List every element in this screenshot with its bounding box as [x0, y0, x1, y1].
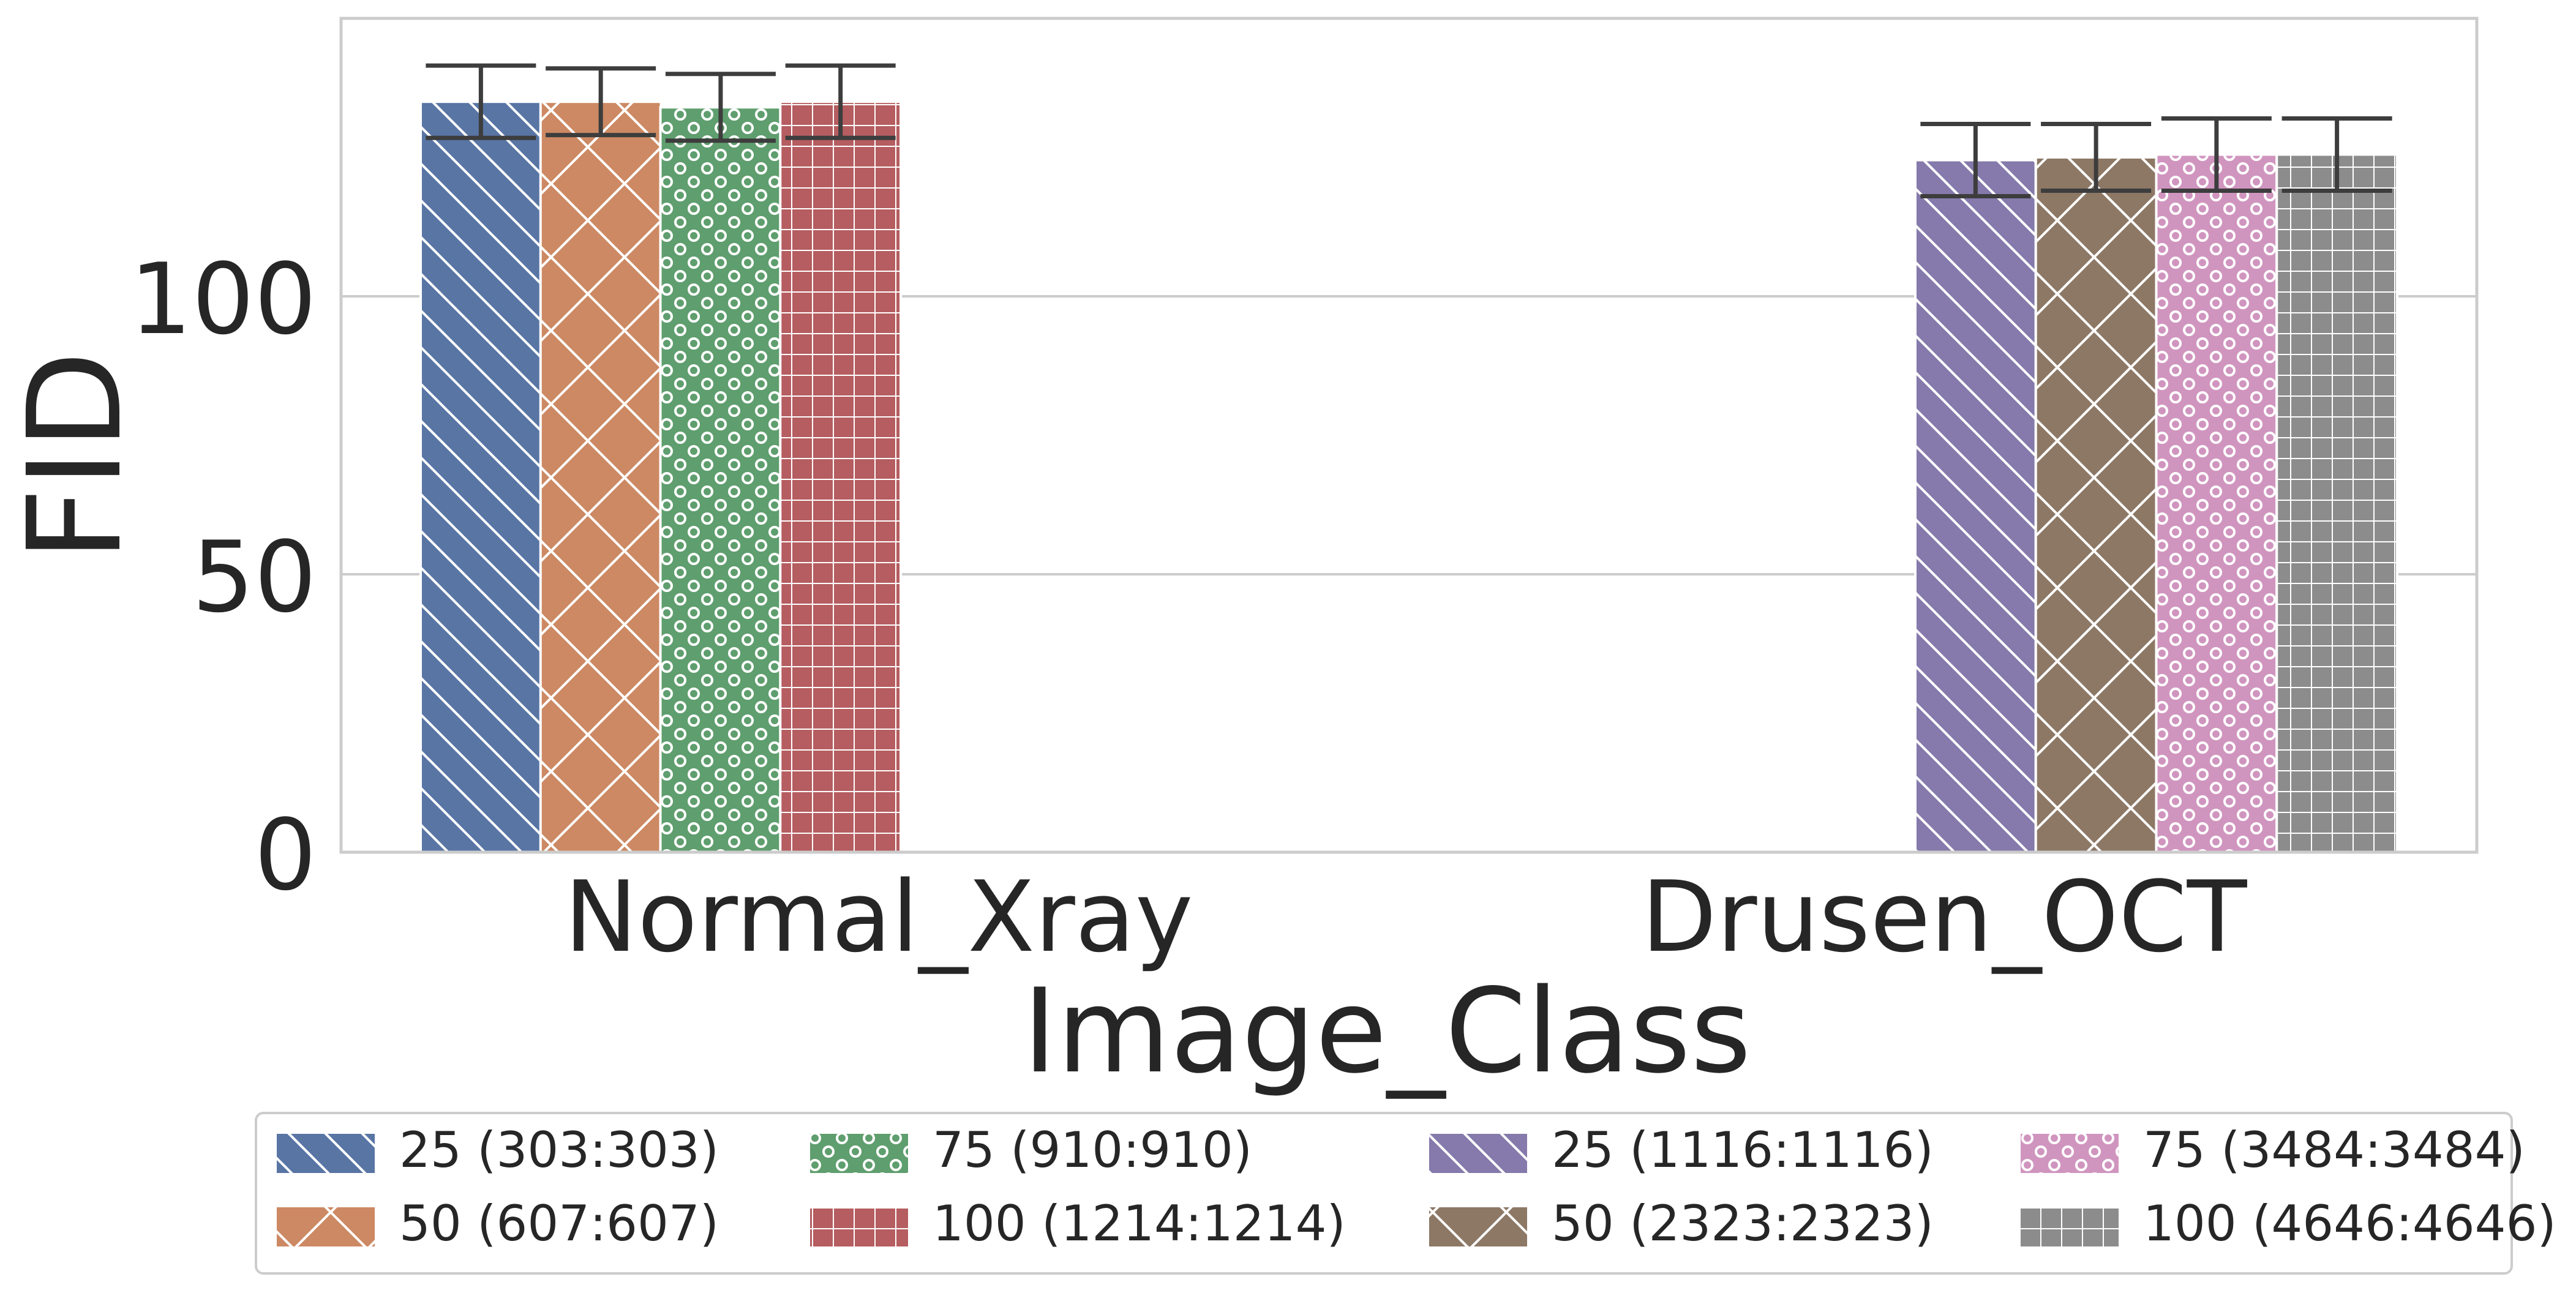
bar-pattern-Normal_Xray-4 [779, 100, 903, 854]
legend-label: 25 (1116:1116) [1552, 1122, 1934, 1179]
bar-pattern-Drusen_OCT-4 [2275, 153, 2398, 854]
y-tick-label: 100 [130, 242, 317, 356]
legend-item: 25 (303:303) [277, 1122, 719, 1179]
legend: 25 (303:303) 50 (607:607) 75 (910:910) 100 … [255, 1112, 2556, 1275]
x-tick-label-Drusen_OCT: Drusen_OCT [1642, 860, 2248, 974]
legend-item: 100 (1214:1214) [810, 1195, 1346, 1252]
legend-swatch-pattern [810, 1207, 908, 1246]
legend-item: 50 (607:607) [277, 1195, 719, 1252]
legend-label: 50 (607:607) [399, 1195, 719, 1252]
legend-item: 25 (1116:1116) [1429, 1122, 1934, 1179]
legend-swatch-pattern [1429, 1134, 1527, 1173]
bar-pattern-Drusen_OCT-3 [2155, 153, 2278, 854]
error-bars [426, 63, 2392, 199]
legend-swatch-pattern [810, 1134, 908, 1173]
y-axis-label: FID [0, 351, 150, 561]
plot-frame [339, 17, 2479, 854]
bar-pattern-Normal_Xray-2 [539, 100, 663, 854]
legend-label: 25 (303:303) [399, 1122, 719, 1179]
legend-item: 75 (3484:3484) [2021, 1122, 2525, 1179]
legend-item: 100 (4646:4646) [2021, 1195, 2556, 1252]
bar-pattern-Drusen_OCT-2 [2034, 156, 2158, 853]
legend-swatch-pattern [277, 1207, 375, 1246]
x-tick-label-Normal_Xray: Normal_Xray [564, 860, 1193, 974]
legend-label: 100 (1214:1214) [933, 1195, 1346, 1252]
legend-swatch-pattern [277, 1134, 375, 1173]
bars [419, 100, 2398, 854]
legend-label: 100 (4646:4646) [2143, 1195, 2556, 1252]
bar-pattern-Normal_Xray-1 [419, 100, 543, 854]
legend-item: 75 (910:910) [810, 1122, 1252, 1179]
y-tick-labels: 0 50 100 [130, 242, 317, 912]
y-tick-label: 50 [192, 520, 317, 634]
legend-swatch-pattern [2021, 1207, 2119, 1246]
y-tick-label: 0 [254, 798, 317, 912]
bar-pattern-Drusen_OCT-1 [1914, 159, 2037, 853]
x-tick-labels: Normal_Xray Drusen_OCT [564, 860, 2247, 974]
bar-pattern-Normal_Xray-3 [659, 106, 783, 853]
x-axis-label: Image_Class [1023, 964, 1751, 1099]
legend-item: 50 (2323:2323) [1429, 1195, 1934, 1252]
legend-label: 75 (910:910) [933, 1122, 1252, 1179]
legend-swatch-pattern [1429, 1207, 1527, 1246]
legend-label: 75 (3484:3484) [2143, 1122, 2525, 1179]
legend-swatch-pattern [2021, 1134, 2119, 1173]
legend-label: 50 (2323:2323) [1552, 1195, 1934, 1252]
